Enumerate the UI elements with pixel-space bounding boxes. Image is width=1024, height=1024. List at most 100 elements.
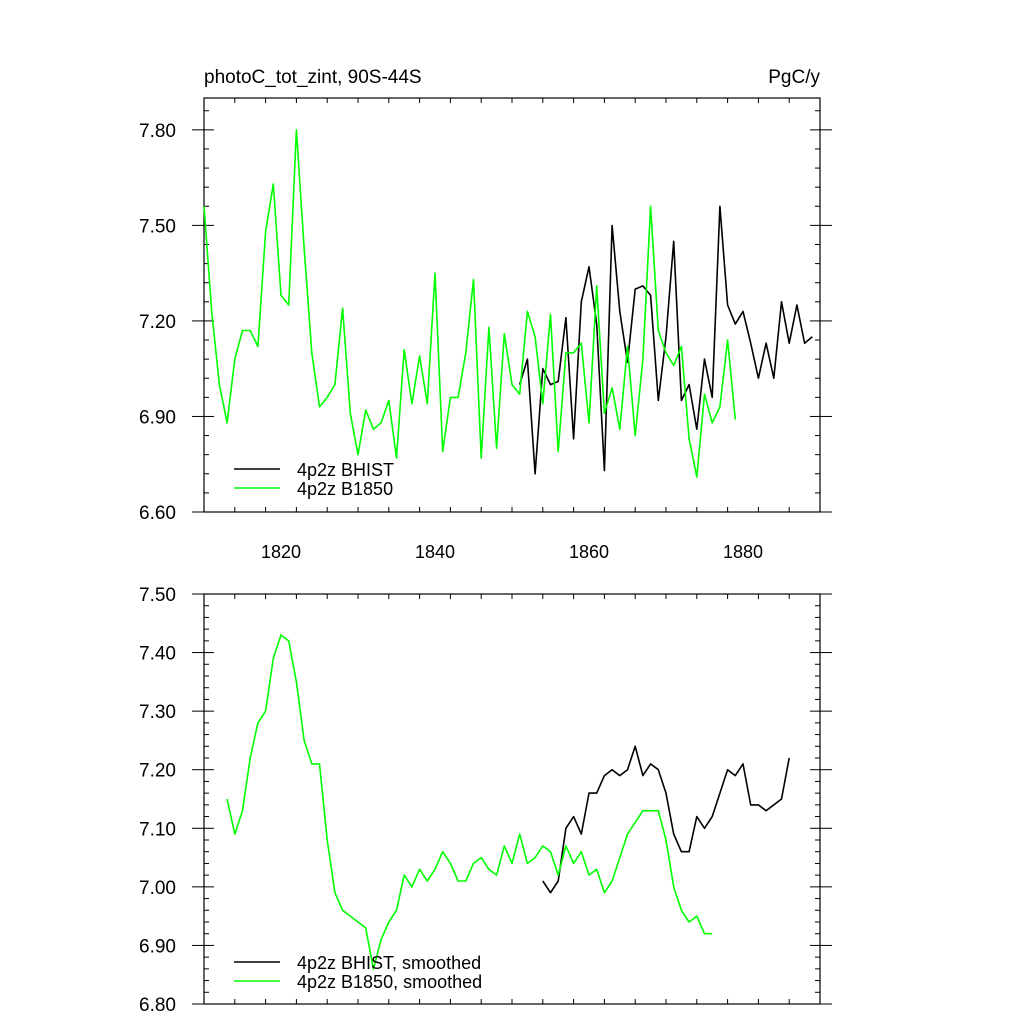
data-point bbox=[642, 285, 644, 287]
data-point bbox=[550, 384, 552, 386]
data-point bbox=[488, 326, 490, 328]
data-point bbox=[542, 368, 544, 370]
data-point bbox=[634, 435, 636, 437]
data-point bbox=[704, 358, 706, 360]
data-point bbox=[696, 816, 698, 818]
data-point bbox=[750, 342, 752, 344]
data-point bbox=[288, 304, 290, 306]
data-point bbox=[673, 833, 675, 835]
data-point bbox=[380, 939, 382, 941]
data-point bbox=[450, 397, 452, 399]
data-point bbox=[627, 346, 629, 348]
legend-label: 4p2z BHIST bbox=[297, 460, 394, 480]
data-point bbox=[788, 342, 790, 344]
data-point bbox=[480, 457, 482, 459]
data-point bbox=[396, 457, 398, 459]
data-point bbox=[573, 438, 575, 440]
data-point bbox=[619, 775, 621, 777]
data-point bbox=[773, 804, 775, 806]
data-point bbox=[550, 314, 552, 316]
data-point bbox=[249, 330, 251, 332]
data-point bbox=[234, 833, 236, 835]
data-point bbox=[611, 769, 613, 771]
data-point bbox=[642, 775, 644, 777]
y-tick-label: 7.80 bbox=[139, 121, 176, 142]
data-point bbox=[465, 880, 467, 882]
data-point bbox=[804, 342, 806, 344]
data-point bbox=[350, 915, 352, 917]
data-point bbox=[557, 874, 559, 876]
data-point bbox=[488, 868, 490, 870]
data-point bbox=[504, 845, 506, 847]
legend-label: 4p2z B1850, smoothed bbox=[297, 972, 482, 992]
data-point bbox=[604, 892, 606, 894]
data-point bbox=[581, 301, 583, 303]
data-point bbox=[319, 406, 321, 408]
data-point bbox=[650, 295, 652, 297]
data-point bbox=[273, 183, 275, 185]
data-point bbox=[296, 681, 298, 683]
data-point bbox=[419, 868, 421, 870]
data-point bbox=[696, 476, 698, 478]
data-point bbox=[650, 205, 652, 207]
data-point bbox=[226, 798, 228, 800]
data-point bbox=[688, 921, 690, 923]
data-point bbox=[665, 336, 667, 338]
data-point bbox=[719, 792, 721, 794]
series-line-b1850 bbox=[226, 634, 713, 970]
data-point bbox=[496, 874, 498, 876]
y-tick-label: 7.10 bbox=[139, 819, 176, 840]
data-point bbox=[711, 422, 713, 424]
data-point bbox=[504, 333, 506, 335]
data-point bbox=[242, 810, 244, 812]
data-point bbox=[711, 397, 713, 399]
data-point bbox=[596, 285, 598, 287]
data-point bbox=[588, 266, 590, 268]
data-point bbox=[511, 863, 513, 865]
data-point bbox=[280, 634, 282, 636]
data-point bbox=[550, 851, 552, 853]
data-point bbox=[357, 454, 359, 456]
data-point bbox=[611, 387, 613, 389]
data-point bbox=[573, 816, 575, 818]
y-tick-label: 7.20 bbox=[139, 761, 176, 782]
data-point bbox=[403, 349, 405, 351]
data-point bbox=[334, 892, 336, 894]
y-tick-label: 6.90 bbox=[139, 407, 176, 428]
x-tick-label: 1860 bbox=[569, 542, 609, 562]
data-point bbox=[727, 339, 729, 341]
data-point bbox=[303, 247, 305, 249]
data-point bbox=[427, 880, 429, 882]
data-point bbox=[758, 377, 760, 379]
series-line-bhist bbox=[518, 205, 813, 475]
data-point bbox=[211, 311, 213, 313]
data-point bbox=[542, 845, 544, 847]
data-point bbox=[265, 710, 267, 712]
data-point bbox=[519, 833, 521, 835]
x-tick-label: 1880 bbox=[723, 542, 763, 562]
data-point bbox=[288, 640, 290, 642]
data-point bbox=[473, 863, 475, 865]
y-tick-label: 7.50 bbox=[139, 216, 176, 237]
data-point bbox=[411, 886, 413, 888]
data-point bbox=[688, 384, 690, 386]
data-point bbox=[573, 352, 575, 354]
data-point bbox=[311, 352, 313, 354]
data-point bbox=[735, 419, 737, 421]
data-point bbox=[496, 448, 498, 450]
data-point bbox=[565, 827, 567, 829]
data-point bbox=[742, 763, 744, 765]
data-point bbox=[634, 288, 636, 290]
data-point bbox=[588, 422, 590, 424]
series-line-bhist bbox=[542, 745, 790, 894]
data-point bbox=[365, 409, 367, 411]
data-point bbox=[611, 880, 613, 882]
data-point bbox=[203, 205, 205, 207]
data-point bbox=[696, 915, 698, 917]
chart-title: photoC_tot_zint, 90S-44S bbox=[204, 67, 422, 88]
data-point bbox=[681, 909, 683, 911]
data-point bbox=[781, 798, 783, 800]
data-point bbox=[588, 792, 590, 794]
data-point bbox=[665, 839, 667, 841]
plot-frame bbox=[203, 593, 821, 1005]
